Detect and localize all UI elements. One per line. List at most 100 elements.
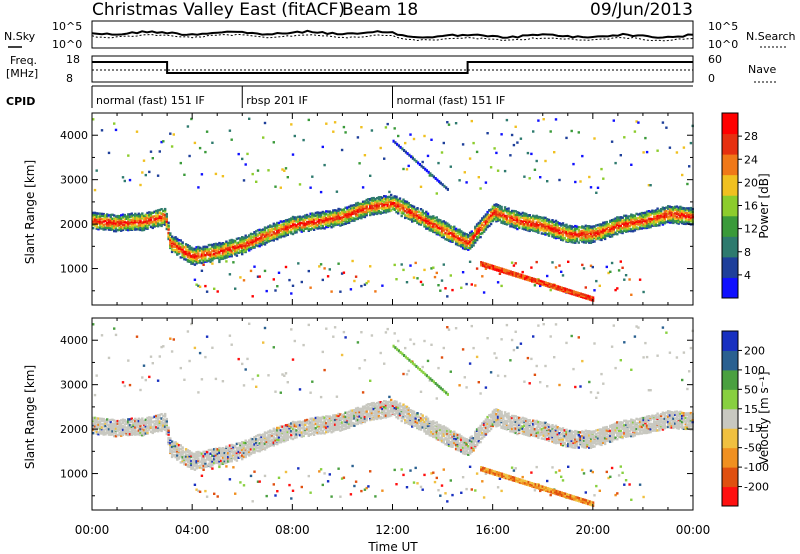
power-cell: [370, 129, 374, 132]
power-cell: [92, 214, 95, 218]
power-cell: [120, 218, 123, 222]
power-cell: [428, 218, 431, 221]
power-cell: [232, 261, 235, 264]
power-cell: [574, 233, 577, 236]
power-cell: [184, 254, 188, 257]
power-cell: [230, 244, 233, 247]
power-cell: [160, 218, 163, 221]
power-cell: [532, 226, 535, 230]
velocity-cell: [169, 437, 172, 440]
power-cell: [395, 197, 398, 200]
power-cell: [262, 242, 265, 245]
velocity-cell: [174, 450, 177, 453]
power-cell: [453, 232, 456, 235]
power-cell: [319, 227, 323, 230]
power-cell: [495, 208, 498, 211]
power-cell: [432, 225, 435, 228]
power-cell: [563, 231, 566, 234]
velocity-cell: [188, 460, 191, 463]
velocity-cell: [193, 452, 197, 456]
power-cell: [423, 217, 426, 220]
power-cell: [267, 230, 270, 233]
power-cell: [663, 210, 666, 213]
power-cell: [376, 204, 379, 207]
power-cell: [600, 227, 603, 231]
power-cell: [686, 213, 689, 217]
power-cell: [258, 233, 261, 236]
power-cell: [591, 239, 594, 243]
power-cell: [190, 260, 193, 264]
power-cell: [524, 277, 526, 281]
power-cell: [414, 212, 417, 215]
velocity-cell: [183, 455, 186, 458]
velocity-cell: [232, 454, 235, 457]
velocity-cell: [198, 454, 202, 457]
power-cell: [619, 224, 622, 228]
power-cell: [589, 239, 593, 243]
power-cell: [391, 201, 395, 204]
power-cell: [461, 244, 465, 247]
power-cell: [440, 227, 444, 230]
power-cell: [519, 137, 523, 140]
power-cell: [367, 207, 370, 211]
power-cell: [113, 222, 116, 225]
power-cell: [580, 295, 583, 298]
velocity-cell: [163, 421, 167, 424]
power-cell: [100, 221, 104, 224]
power-cell: [425, 225, 428, 228]
power-cell: [251, 236, 254, 239]
power-cell: [661, 212, 665, 216]
power-cell: [211, 253, 214, 256]
power-cell: [319, 263, 323, 266]
velocity-cell: [120, 422, 123, 425]
power-cell: [482, 228, 486, 231]
power-cell: [149, 211, 153, 214]
velocity-cell: [244, 455, 247, 459]
power-cell: [200, 173, 204, 176]
power-cell: [279, 236, 282, 239]
power-cell: [412, 276, 416, 279]
power-cell: [679, 211, 682, 214]
power-cell: [561, 239, 565, 242]
velocity-cell: [207, 448, 211, 452]
velocity-cell: [262, 447, 265, 450]
power-cell: [472, 232, 475, 235]
power-cell: [540, 232, 544, 235]
velocity-cell: [139, 422, 142, 426]
power-cell: [502, 219, 505, 223]
velocity-cell: [265, 440, 268, 443]
power-cell: [567, 260, 570, 263]
power-cell: [397, 205, 400, 208]
power-cell: [458, 232, 461, 236]
velocity-cell: [139, 429, 142, 432]
power-cell: [342, 210, 346, 213]
power-cell: [658, 222, 661, 225]
power-cell: [400, 211, 403, 214]
power-cell: [659, 216, 663, 219]
power-cell: [256, 169, 260, 172]
power-cell: [255, 230, 258, 233]
power-cell: [295, 224, 298, 227]
velocity-cell: [227, 457, 230, 460]
power-cell: [423, 223, 426, 226]
power-cell: [295, 216, 298, 219]
power-cell: [218, 246, 221, 249]
power-cell: [384, 203, 388, 206]
power-cell: [644, 213, 647, 217]
velocity-cell: [116, 428, 119, 431]
power-cell: [533, 228, 537, 231]
velocity-cell: [190, 454, 193, 457]
velocity-cell: [235, 442, 239, 446]
freq-left-tick-bottom: 8: [66, 72, 73, 85]
power-cell: [472, 233, 475, 236]
power-cell: [370, 201, 374, 205]
power-cell: [367, 198, 370, 201]
power-cell: [302, 220, 305, 223]
power-cell: [425, 217, 428, 220]
power-cell: [181, 251, 184, 254]
power-cell: [220, 247, 223, 250]
velocity-cell: [123, 426, 126, 429]
power-cell: [444, 228, 447, 231]
power-cell: [581, 236, 584, 239]
